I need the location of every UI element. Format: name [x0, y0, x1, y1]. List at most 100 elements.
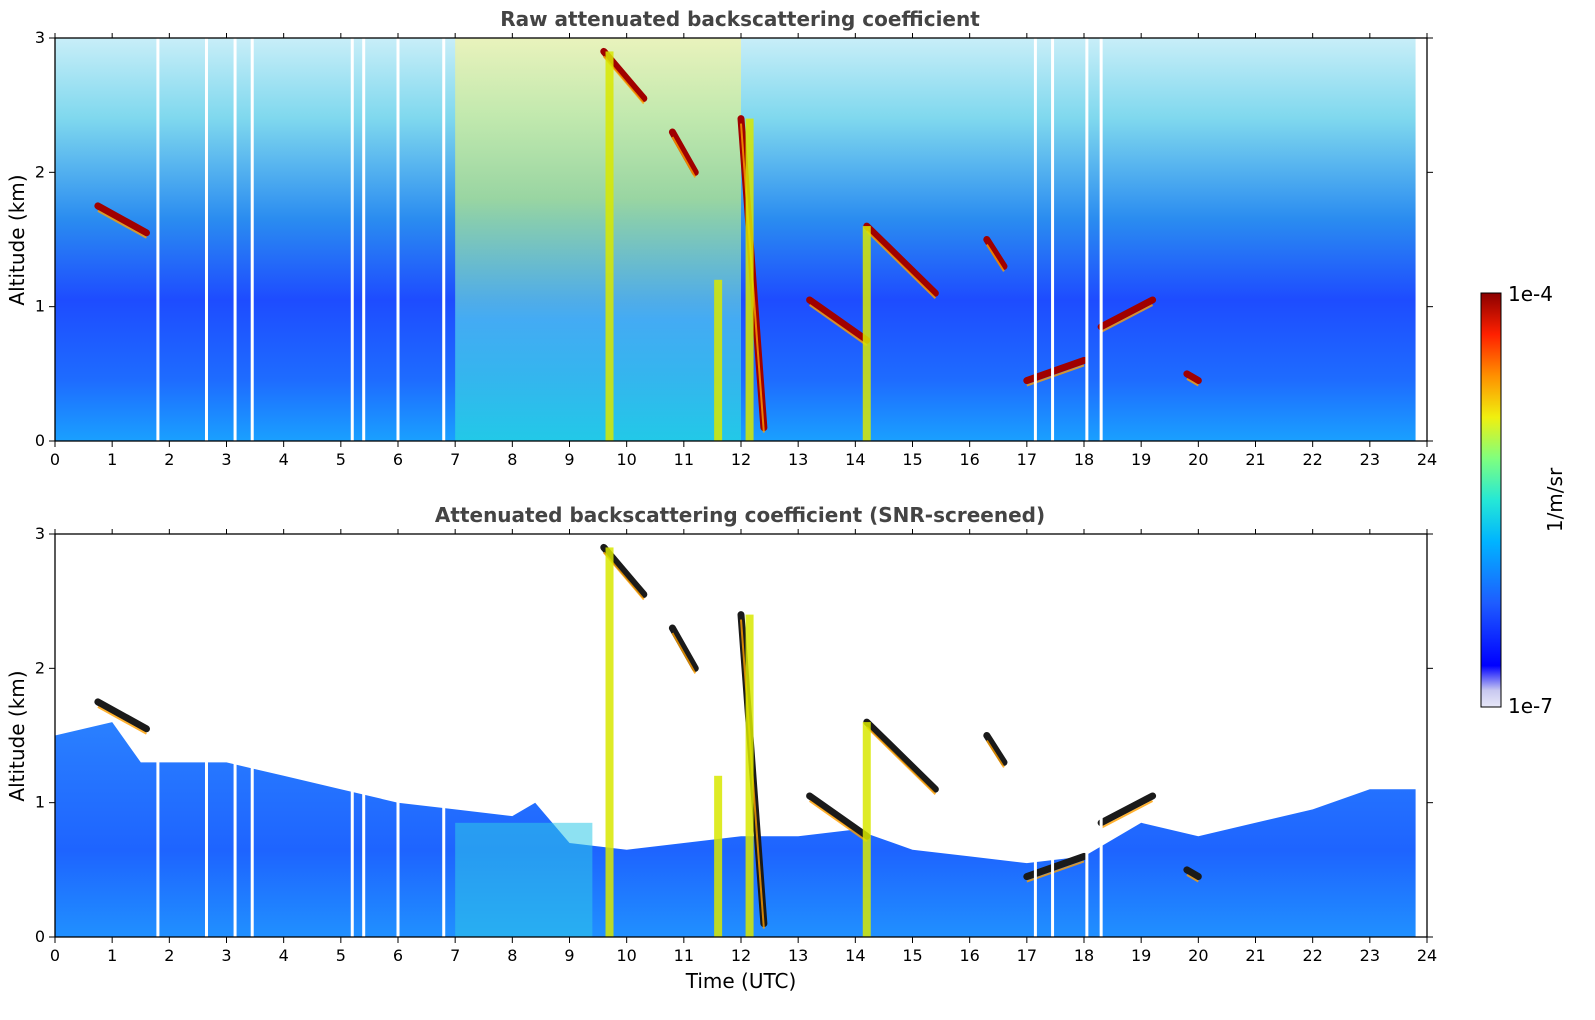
cloud-layer — [1097, 792, 1157, 827]
x-tick-label: 17 — [1017, 946, 1037, 965]
y-tick-label: 1 — [35, 297, 45, 316]
x-tick-label: 19 — [1131, 450, 1151, 469]
x-tick-label: 7 — [450, 946, 460, 965]
cloud-layer — [668, 128, 699, 176]
x-tick-label: 8 — [507, 450, 517, 469]
cloud-layer — [94, 202, 150, 237]
cloud-layer-edge — [809, 800, 868, 843]
x-tick-label: 1 — [107, 946, 117, 965]
x-tick-label: 21 — [1245, 450, 1265, 469]
cloud-layer-edge — [97, 210, 147, 239]
x-tick-label: 20 — [1188, 946, 1208, 965]
x-tick-label: 22 — [1302, 450, 1322, 469]
screened-heatmap — [55, 534, 1416, 937]
y-axis-label: Altitude (km) — [5, 670, 29, 801]
y-tick-label: 2 — [35, 162, 45, 181]
precip-column — [605, 547, 614, 937]
panel-title-raw: Raw attenuated backscattering coefficien… — [500, 7, 980, 31]
data-gap — [362, 534, 366, 937]
cloud-layer-edge — [1100, 800, 1154, 829]
x-tick-label: 2 — [164, 450, 174, 469]
x-tick-label: 24 — [1417, 450, 1437, 469]
x-tick-label: 24 — [1417, 946, 1437, 965]
x-axis-ticks: 0 1 2 3 4 5 6 7 8 9 10 11 12 13 14 15 16 17 18 19 20 21 22 23 24 — [50, 33, 1437, 469]
x-tick-label: 21 — [1245, 946, 1265, 965]
colorbar-min-label: 1e-7 — [1508, 694, 1553, 718]
x-tick-label: 6 — [393, 946, 403, 965]
x-tick-label: 5 — [336, 946, 346, 965]
data-gap — [442, 38, 446, 441]
precip-column — [862, 226, 871, 441]
x-tick-label: 2 — [164, 946, 174, 965]
data-gap — [1033, 534, 1037, 937]
data-gap — [1033, 38, 1037, 441]
data-gap — [1085, 534, 1089, 937]
data-gap — [1099, 534, 1103, 937]
data-gap — [156, 534, 160, 937]
data-gap — [250, 38, 254, 441]
cloud-layer-edge — [1100, 304, 1154, 333]
x-tick-label: 3 — [221, 946, 231, 965]
x-tick-label: 9 — [564, 450, 574, 469]
cloud-layer-edge — [866, 230, 937, 299]
x-tick-label: 18 — [1074, 450, 1094, 469]
y-tick-label: 2 — [35, 658, 45, 677]
data-gap — [1085, 38, 1089, 441]
precip-column — [714, 775, 723, 937]
x-tick-label: 6 — [393, 450, 403, 469]
x-tick-label: 11 — [674, 450, 694, 469]
y-tick-label: 0 — [35, 431, 45, 450]
cloud-layer-edge — [671, 136, 697, 178]
x-tick-label: 11 — [674, 946, 694, 965]
data-gap — [204, 534, 208, 937]
cloud-layer — [806, 792, 871, 840]
cloud-layer — [1183, 370, 1202, 385]
data-gap — [362, 38, 366, 441]
y-axis-ticks: 0 1 2 3 — [35, 524, 1433, 946]
cloud-layer-edge — [866, 726, 937, 795]
colorbar-max-label: 1e-4 — [1508, 282, 1553, 306]
x-tick-label: 16 — [959, 946, 979, 965]
x-tick-label: 7 — [450, 450, 460, 469]
x-tick-label: 23 — [1360, 450, 1380, 469]
screened-backscatter-panel: Attenuated backscattering coefficient (S… — [5, 503, 1437, 993]
data-gap — [204, 38, 208, 441]
y-tick-label: 1 — [35, 793, 45, 812]
cloud-layer-edge — [985, 739, 1005, 768]
cloud-layer — [806, 296, 871, 344]
x-tick-label: 10 — [616, 946, 636, 965]
y-tick-label: 0 — [35, 927, 45, 946]
x-tick-label: 14 — [845, 450, 865, 469]
x-tick-label: 3 — [221, 450, 231, 469]
x-tick-label: 12 — [731, 450, 751, 469]
x-axis-label: Time (UTC) — [685, 969, 797, 993]
cloud-layer-edge — [809, 304, 868, 347]
colorbar-gradient — [1480, 292, 1502, 708]
cloud-layer — [1097, 296, 1157, 331]
x-tick-label: 13 — [788, 450, 808, 469]
x-tick-label: 15 — [902, 450, 922, 469]
x-tick-label: 18 — [1074, 946, 1094, 965]
cloud-layer-edge — [985, 243, 1005, 272]
cloud-layer — [668, 624, 699, 672]
x-tick-label: 14 — [845, 946, 865, 965]
cloud-layer — [94, 698, 150, 733]
x-tick-label: 4 — [279, 946, 289, 965]
cloud-layer — [863, 718, 939, 793]
panel-title-screened: Attenuated backscattering coefficient (S… — [435, 503, 1045, 527]
x-tick-label: 0 — [50, 946, 60, 965]
precip-column — [745, 614, 754, 937]
y-axis-label: Altitude (km) — [5, 174, 29, 305]
x-tick-label: 12 — [731, 946, 751, 965]
x-tick-label: 5 — [336, 450, 346, 469]
cloud-layer — [983, 732, 1008, 766]
x-tick-label: 4 — [279, 450, 289, 469]
cloud-layer — [983, 236, 1008, 270]
aerosol-field — [455, 822, 593, 937]
aerosol-field — [455, 38, 741, 441]
data-gap — [1051, 38, 1055, 441]
cloud-layer — [863, 222, 939, 297]
raw-heatmap — [55, 38, 1416, 441]
data-gap — [233, 38, 237, 441]
